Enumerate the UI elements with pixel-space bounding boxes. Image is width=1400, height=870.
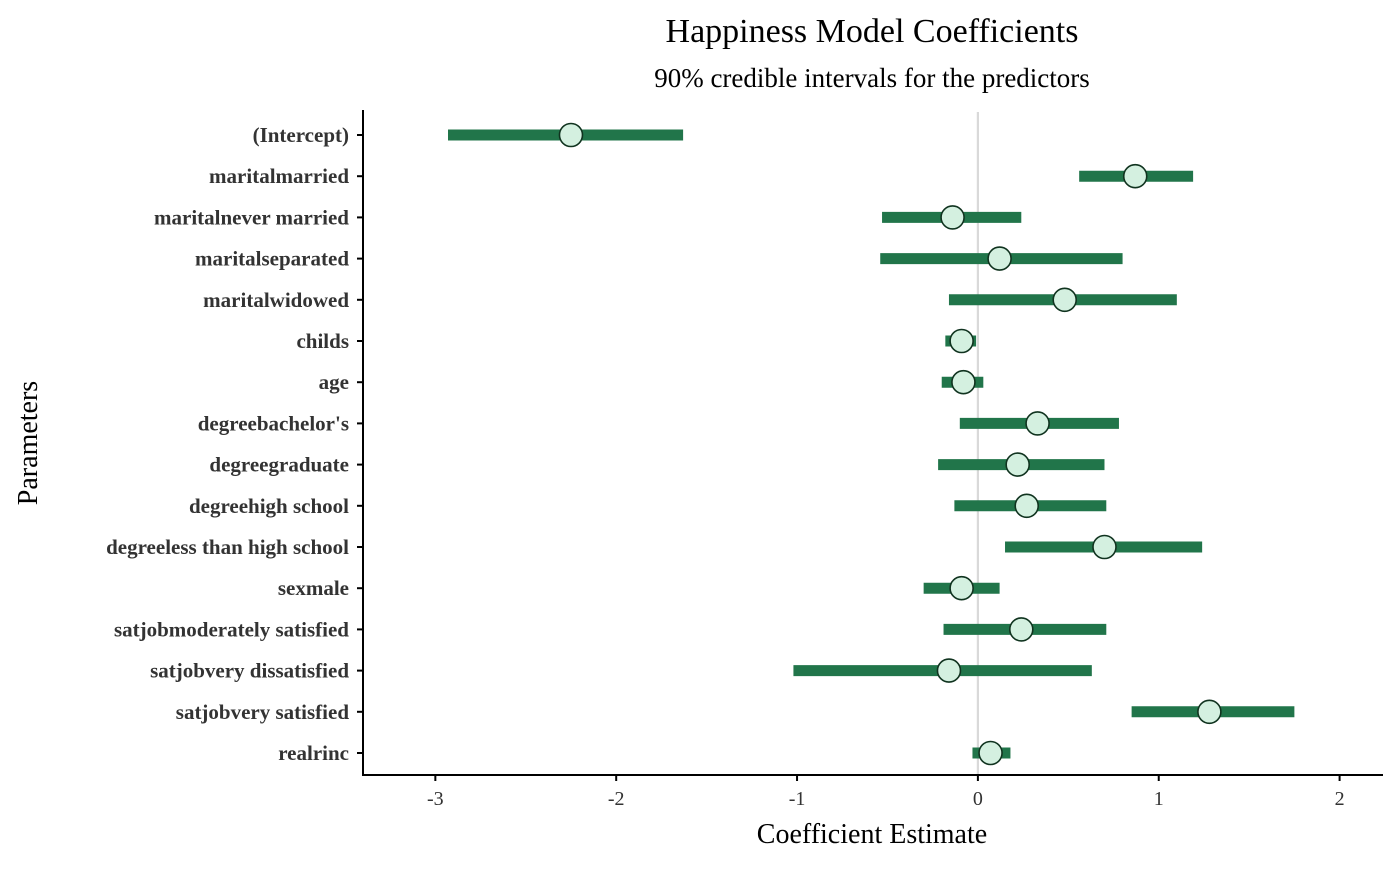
chart-title: Happiness Model Coefficients [666, 13, 1079, 50]
estimate-point [978, 740, 1003, 766]
estimate-point [1005, 452, 1030, 477]
estimate-point [1197, 699, 1222, 725]
x-tick-layer: -3 -2 -1 0 1 2 [427, 775, 1345, 810]
estimate-point [987, 246, 1012, 271]
axis-layer [357, 110, 1383, 776]
chart-subtitle: 90% credible intervals for the predictor… [654, 63, 1090, 93]
x-tick-label: -1 [789, 788, 806, 810]
estimate-point [951, 369, 976, 395]
x-tick-label: 2 [1335, 788, 1345, 810]
parameter-label: sexmale [278, 576, 349, 600]
parameter-label: realrinc [278, 741, 349, 765]
estimate-point [1092, 534, 1117, 560]
parameter-label: age [319, 370, 349, 394]
parameter-label: satjobvery satisfied [176, 700, 350, 724]
parameter-label: degreebachelor's [198, 411, 349, 435]
estimate-point [1025, 411, 1050, 436]
estimate-point [1052, 287, 1078, 313]
parameter-label: satjobmoderately satisfied [114, 617, 349, 641]
y-axis-title: Parameters [13, 381, 44, 505]
parameter-label-layer: (Intercept) maritalmarried maritalnever ma… [106, 123, 349, 765]
estimate-point [1014, 493, 1040, 519]
estimate-point [1122, 163, 1148, 189]
estimate-point [1008, 617, 1034, 642]
x-tick-label: -3 [427, 788, 444, 810]
estimate-point [558, 122, 584, 148]
estimate-point [949, 328, 974, 354]
parameter-label: degreeless than high school [106, 535, 349, 559]
x-tick-label: 1 [1154, 788, 1164, 810]
parameter-label: childs [296, 329, 349, 353]
interval-layer [448, 122, 1295, 766]
parameter-label: maritalseparated [195, 247, 349, 271]
parameter-label: satjobvery dissatisfied [150, 659, 349, 683]
x-tick-label: 0 [973, 788, 983, 810]
parameter-label: degreegraduate [209, 453, 349, 477]
estimate-point [936, 658, 962, 683]
parameter-label: maritalmarried [209, 164, 349, 188]
estimate-point [949, 575, 974, 601]
parameter-label: degreehigh school [189, 494, 349, 518]
parameter-label: maritalwidowed [203, 288, 349, 312]
parameter-label: (Intercept) [253, 123, 349, 147]
estimate-point [940, 205, 965, 230]
x-axis-title: Coefficient Estimate [757, 819, 987, 850]
x-tick-label: -2 [608, 788, 625, 810]
parameter-label: maritalnever married [154, 205, 349, 229]
